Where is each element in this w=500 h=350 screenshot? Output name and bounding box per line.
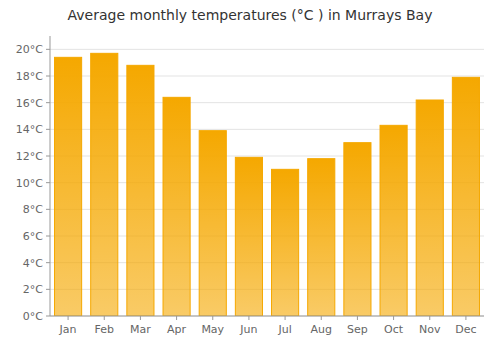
x-tick <box>321 316 322 320</box>
x-tick-label: Feb <box>95 323 114 336</box>
x-tick-label: Jun <box>239 323 257 336</box>
x-tick <box>429 316 430 320</box>
y-tick <box>46 236 50 237</box>
y-tick-label: 14°C <box>16 123 43 136</box>
y-tick-label: 8°C <box>23 203 43 216</box>
x-tick <box>357 316 358 320</box>
x-tick <box>68 316 69 320</box>
y-tick-label: 12°C <box>16 150 43 163</box>
y-axis: 0°C 2°C 4°C 6°C 8°C 10°C 12°C 14°C 16°C 18°C 20°C <box>16 36 50 323</box>
x-tick-label: Nov <box>419 323 441 336</box>
bar <box>127 65 154 316</box>
x-tick-label: Jul <box>277 323 291 336</box>
x-tick-label: Aug <box>311 323 332 336</box>
bars <box>55 53 480 316</box>
x-tick <box>465 316 466 320</box>
x-tick <box>285 316 286 320</box>
x-tick <box>393 316 394 320</box>
y-tick <box>46 129 50 130</box>
bar <box>199 131 226 316</box>
bar <box>272 169 299 316</box>
y-tick-label: 16°C <box>16 97 43 110</box>
y-tick-label: 0°C <box>23 310 43 323</box>
x-tick <box>104 316 105 320</box>
y-tick <box>46 262 50 263</box>
bar <box>452 77 479 316</box>
y-tick-label: 20°C <box>16 43 43 56</box>
y-tick <box>46 316 50 317</box>
x-tick-label: Mar <box>130 323 151 336</box>
x-tick-label: May <box>201 323 224 336</box>
bar <box>308 159 335 316</box>
x-tick-label: Oct <box>384 323 404 336</box>
chart: Average monthly temperatures (°C ) in Mu… <box>0 0 500 350</box>
bar <box>91 53 118 316</box>
bar <box>163 97 190 316</box>
y-tick-label: 2°C <box>23 283 43 296</box>
x-tick <box>140 316 141 320</box>
grid <box>50 49 484 316</box>
x-tick-label: Jan <box>59 323 77 336</box>
y-tick <box>46 209 50 210</box>
y-tick <box>46 289 50 290</box>
grid-line <box>50 316 484 317</box>
bar <box>344 143 371 316</box>
bar <box>380 125 407 316</box>
y-tick <box>46 156 50 157</box>
bar <box>55 57 82 316</box>
bar <box>235 157 262 316</box>
grid-line <box>50 49 484 50</box>
y-tick <box>46 49 50 50</box>
x-tick <box>248 316 249 320</box>
x-tick <box>212 316 213 320</box>
y-tick-label: 10°C <box>16 177 43 190</box>
x-axis-line <box>50 316 484 317</box>
x-tick <box>176 316 177 320</box>
y-tick <box>46 102 50 103</box>
bar <box>416 100 443 316</box>
x-axis: Jan Feb Mar Apr May Jun Jul Aug Sep Oct Nov Dec <box>50 316 484 336</box>
y-axis-line <box>50 36 51 316</box>
x-tick-label: Apr <box>167 323 187 336</box>
y-tick-label: 18°C <box>16 70 43 83</box>
x-tick-label: Sep <box>347 323 368 336</box>
y-tick <box>46 182 50 183</box>
x-tick-label: Dec <box>455 323 476 336</box>
title: Average monthly temperatures (°C ) in Mu… <box>68 7 433 23</box>
y-tick <box>46 76 50 77</box>
y-tick-label: 6°C <box>23 230 43 243</box>
chart-container: Average monthly temperatures (°C ) in Mu… <box>0 0 500 350</box>
y-tick-label: 4°C <box>23 257 43 270</box>
